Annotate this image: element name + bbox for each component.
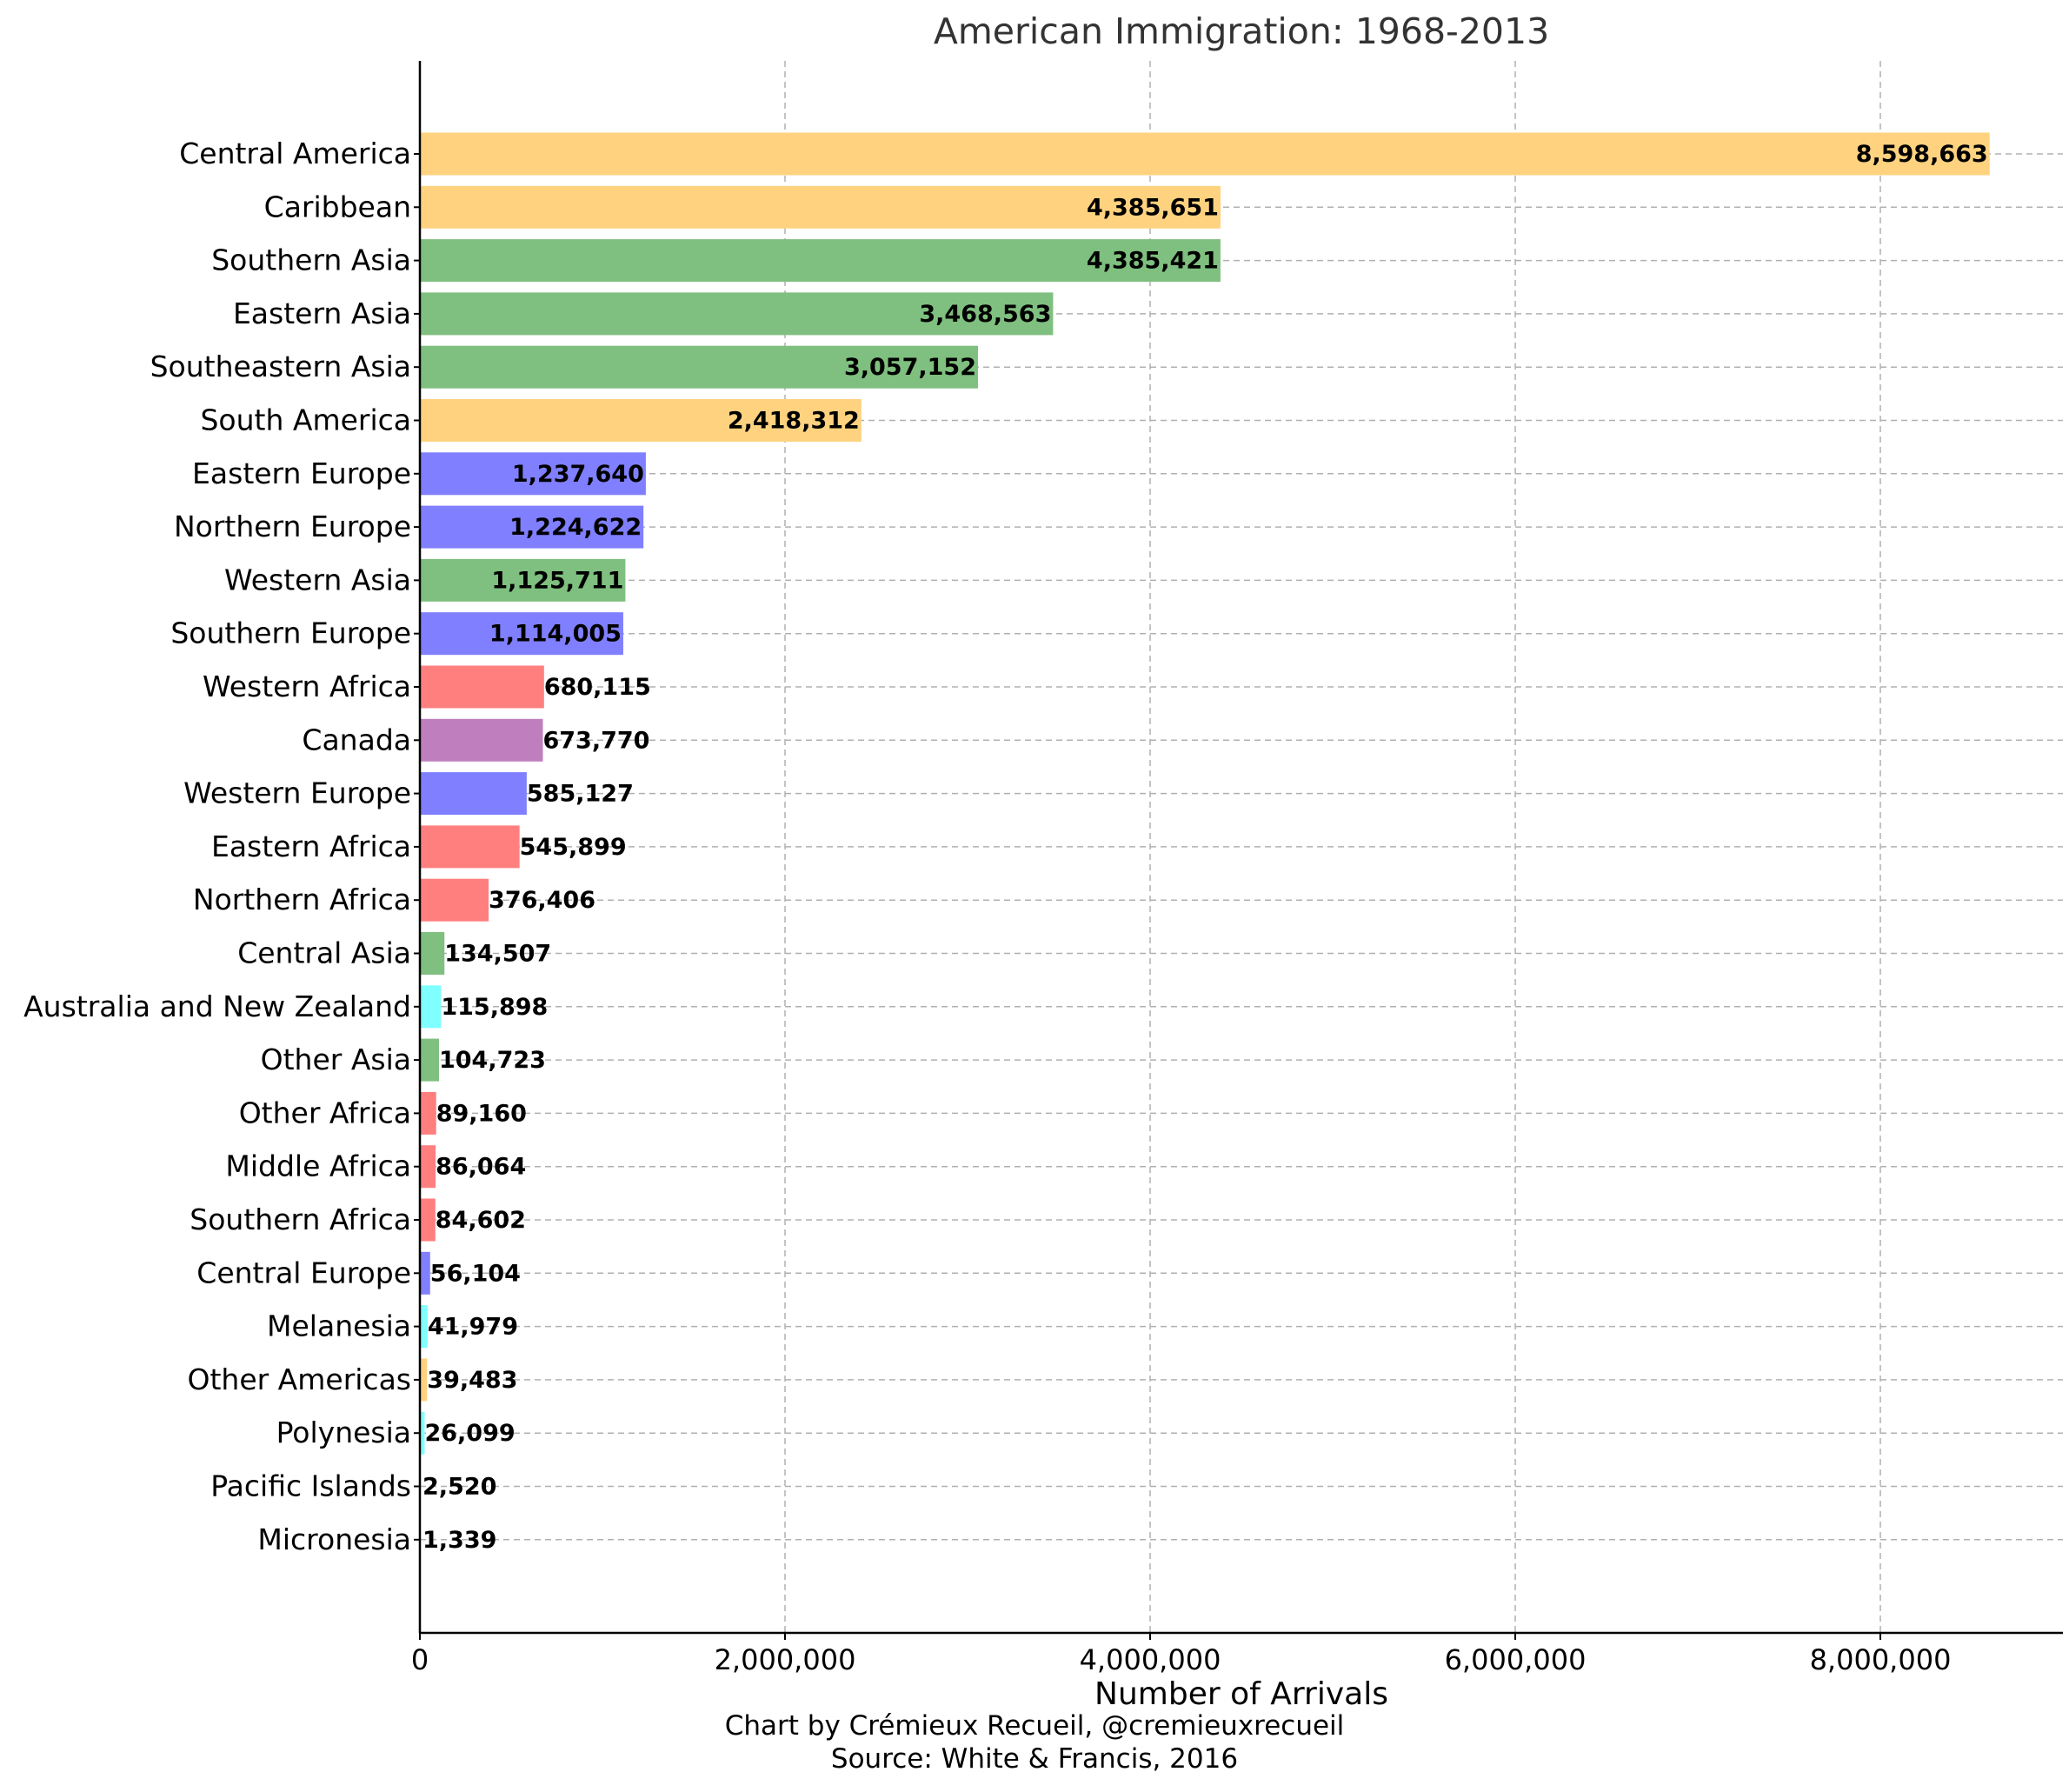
value-label: 1,339 (422, 1527, 496, 1554)
category-label: Eastern Asia (233, 296, 411, 330)
category-label: Caribbean (264, 190, 411, 223)
value-label: 1,114,005 (489, 621, 622, 648)
category-label: Other Americas (187, 1362, 411, 1396)
category-label: Other Africa (239, 1096, 411, 1129)
category-label: Northern Europe (174, 510, 411, 543)
bar (420, 1092, 436, 1135)
value-label: 680,115 (544, 674, 651, 701)
category-label: Southeastern Asia (150, 350, 411, 383)
value-label: 1,237,640 (512, 461, 644, 488)
bar (420, 772, 527, 815)
category-label: Northern Africa (193, 883, 411, 916)
x-tick-label: 6,000,000 (1445, 1643, 1587, 1676)
value-label: 4,385,651 (1087, 194, 1219, 221)
value-label: 3,468,563 (919, 301, 1051, 328)
bar (420, 1305, 428, 1348)
value-label: 104,723 (439, 1047, 546, 1074)
category-label: Australia and New Zealand (23, 989, 411, 1023)
category-label: Western Asia (224, 563, 411, 596)
category-label: Central Asia (237, 936, 411, 970)
value-label: 89,160 (436, 1100, 527, 1127)
value-label: 84,602 (436, 1207, 526, 1234)
value-label: 26,099 (424, 1420, 515, 1447)
value-label: 115,898 (441, 994, 548, 1021)
bar (420, 825, 520, 868)
category-label: Western Europe (183, 776, 411, 810)
value-label: 545,899 (520, 834, 627, 861)
category-label: Melanesia (267, 1309, 411, 1343)
value-label: 4,385,421 (1087, 248, 1219, 275)
category-label: Southern Europe (170, 616, 411, 650)
value-label: 1,125,711 (491, 567, 623, 594)
value-label: 585,127 (527, 781, 634, 808)
category-label: Polynesia (276, 1416, 411, 1449)
bar (420, 985, 441, 1028)
credit-source: Source: White & Francis, 2016 (0, 1743, 2069, 1775)
bar (420, 133, 1990, 176)
value-label: 2,520 (422, 1474, 496, 1501)
chart-title: American Immigration: 1968-2013 (934, 10, 1549, 52)
bar (420, 1199, 436, 1242)
value-label: 2,418,312 (728, 408, 860, 435)
x-tick-label: 8,000,000 (1810, 1643, 1952, 1676)
value-label: 39,483 (427, 1367, 517, 1394)
category-label: Central America (179, 137, 411, 170)
bar (420, 1039, 439, 1082)
category-label: Pacific Islands (210, 1469, 411, 1503)
value-label: 41,979 (428, 1314, 518, 1341)
bar (420, 666, 544, 709)
value-label: 1,224,622 (509, 514, 642, 541)
x-tick-label: 4,000,000 (1080, 1643, 1221, 1676)
category-label: Southern Asia (211, 243, 411, 277)
category-label: Middle Africa (225, 1149, 411, 1183)
bar (420, 1145, 436, 1188)
category-label: Micronesia (257, 1522, 411, 1556)
value-label: 376,406 (489, 887, 595, 914)
category-label: Southern Africa (190, 1202, 411, 1236)
credit-author: Chart by Crémieux Recueil, @cremieuxrecu… (0, 1710, 2069, 1742)
x-axis-title: Number of Arrivals (1094, 1676, 1388, 1712)
value-label: 134,507 (444, 941, 551, 968)
x-tick-label: 0 (411, 1643, 429, 1676)
value-label: 673,770 (542, 727, 649, 754)
category-label: Eastern Africa (211, 829, 411, 863)
bar (420, 932, 444, 975)
bar (420, 1252, 430, 1295)
value-label: 56,104 (430, 1260, 521, 1287)
x-tick-label: 2,000,000 (715, 1643, 856, 1676)
category-label: Other Asia (261, 1043, 411, 1076)
category-label: Central Europe (196, 1256, 411, 1289)
bar (420, 879, 489, 922)
category-label: Eastern Europe (192, 456, 411, 490)
category-label: Western Africa (203, 670, 411, 703)
category-label: South America (200, 403, 411, 437)
bar (420, 719, 542, 762)
category-label: Canada (302, 723, 411, 756)
value-label: 3,057,152 (844, 354, 976, 381)
value-label: 86,064 (436, 1154, 526, 1181)
value-label: 8,598,663 (1856, 141, 1988, 168)
